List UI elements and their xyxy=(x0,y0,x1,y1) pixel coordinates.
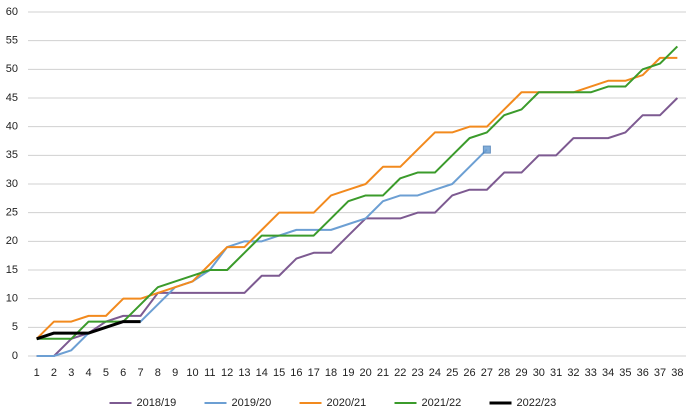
x-tick-label: 25 xyxy=(446,367,458,379)
x-tick-label: 12 xyxy=(221,367,233,379)
x-tick-label: 16 xyxy=(290,367,302,379)
x-tick-label: 19 xyxy=(342,367,354,379)
x-tick-label: 18 xyxy=(325,367,337,379)
y-tick-label: 50 xyxy=(6,63,18,75)
x-tick-label: 37 xyxy=(654,367,666,379)
x-tick-label: 13 xyxy=(238,367,250,379)
x-tick-label: 8 xyxy=(155,367,161,379)
x-tick-label: 21 xyxy=(377,367,389,379)
y-tick-label: 15 xyxy=(6,264,18,276)
x-tick-label: 27 xyxy=(481,367,493,379)
x-tick-label: 17 xyxy=(308,367,320,379)
series-line xyxy=(36,97,679,357)
x-tick-label: 15 xyxy=(273,367,285,379)
y-tick-label: 35 xyxy=(6,149,18,161)
y-tick-label: 40 xyxy=(6,121,18,133)
legend-label: 2021/22 xyxy=(422,397,462,409)
y-tick-label: 30 xyxy=(6,178,18,190)
y-tick-label: 45 xyxy=(6,92,18,104)
series-line xyxy=(36,45,679,340)
y-tick-label: 10 xyxy=(6,293,18,305)
x-tick-label: 2 xyxy=(51,367,57,379)
x-tick-label: 4 xyxy=(86,367,92,379)
series-line xyxy=(36,320,141,341)
series-line xyxy=(36,148,488,357)
y-tick-label: 20 xyxy=(6,235,18,247)
end-marker xyxy=(482,145,491,154)
x-tick-label: 32 xyxy=(567,367,579,379)
x-tick-label: 9 xyxy=(172,367,178,379)
x-tick-label: 22 xyxy=(394,367,406,379)
y-tick-label: 5 xyxy=(12,321,18,333)
x-tick-label: 29 xyxy=(515,367,527,379)
legend-label: 2018/19 xyxy=(137,397,177,409)
x-tick-label: 6 xyxy=(120,367,126,379)
y-tick-label: 25 xyxy=(6,207,18,219)
x-tick-label: 31 xyxy=(550,367,562,379)
x-tick-label: 10 xyxy=(186,367,198,379)
x-tick-label: 5 xyxy=(103,367,109,379)
x-tick-label: 38 xyxy=(671,367,683,379)
x-tick-label: 1 xyxy=(34,367,40,379)
x-tick-label: 3 xyxy=(68,367,74,379)
x-tick-label: 30 xyxy=(533,367,545,379)
x-tick-label: 24 xyxy=(429,367,441,379)
x-tick-label: 28 xyxy=(498,367,510,379)
y-tick-label: 55 xyxy=(6,35,18,47)
y-tick-label: 0 xyxy=(12,350,18,362)
legend-label: 2022/23 xyxy=(517,397,557,409)
x-tick-label: 11 xyxy=(204,367,215,379)
x-tick-label: 7 xyxy=(137,367,143,379)
x-tick-label: 33 xyxy=(585,367,597,379)
y-tick-label: 60 xyxy=(6,6,18,18)
x-tick-label: 20 xyxy=(360,367,372,379)
legend-label: 2019/20 xyxy=(232,397,272,409)
x-tick-label: 26 xyxy=(463,367,475,379)
x-tick-label: 14 xyxy=(256,367,268,379)
x-tick-label: 36 xyxy=(637,367,649,379)
x-tick-label: 34 xyxy=(602,367,614,379)
x-tick-label: 35 xyxy=(619,367,631,379)
x-tick-label: 23 xyxy=(411,367,423,379)
legend-label: 2020/21 xyxy=(327,397,367,409)
